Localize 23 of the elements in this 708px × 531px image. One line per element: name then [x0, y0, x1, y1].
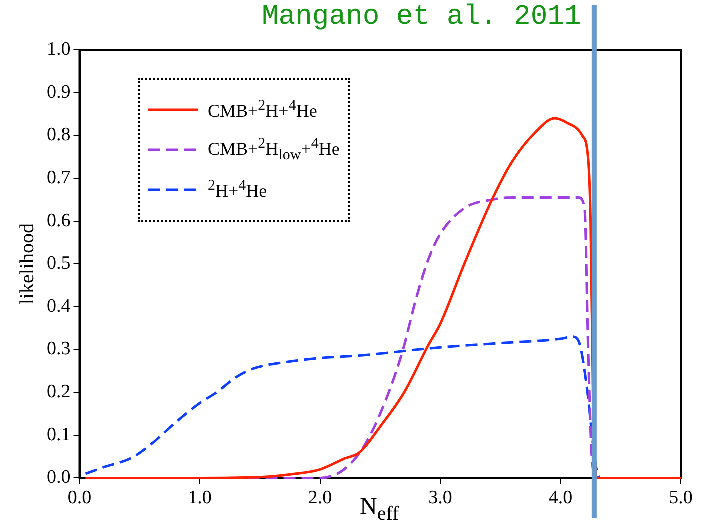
y-tick-label: 0.8	[47, 124, 71, 146]
y-tick-label: 1.0	[47, 38, 71, 60]
x-tick-label: 1.0	[188, 488, 212, 509]
x-tick-label: 4.0	[548, 488, 573, 509]
x-axis-title: N$_{eff}$	[360, 494, 400, 526]
y-axis-title: likelihood	[16, 224, 38, 305]
x-tick-label: 2.0	[308, 488, 332, 509]
y-tick-label: 0.1	[47, 424, 71, 446]
y-tick-label: 0.2	[47, 382, 71, 403]
y-tick-label: 0.0	[47, 467, 71, 488]
y-tick-label: 0.9	[47, 82, 71, 103]
y-tick-label: 0.5	[47, 253, 71, 274]
y-tick-label: 0.3	[47, 338, 71, 360]
x-tick-label: 0.0	[68, 488, 92, 509]
legend-label: $^{2}$H+$^{4}$He	[208, 178, 268, 202]
legend-label: CMB+$^{2}$H+$^{4}$He	[208, 98, 318, 122]
x-tick-label: 5.0	[669, 488, 693, 509]
chart-title: Mangano et al. 2011	[262, 2, 582, 33]
y-tick-label: 0.7	[47, 167, 71, 188]
y-tick-label: 0.4	[47, 296, 72, 317]
x-tick-label: 3.0	[428, 488, 452, 509]
legend-label: CMB+$^{2}$H$_{low}$+$^{4}$He	[208, 136, 340, 164]
y-tick-label: 0.6	[47, 210, 71, 232]
